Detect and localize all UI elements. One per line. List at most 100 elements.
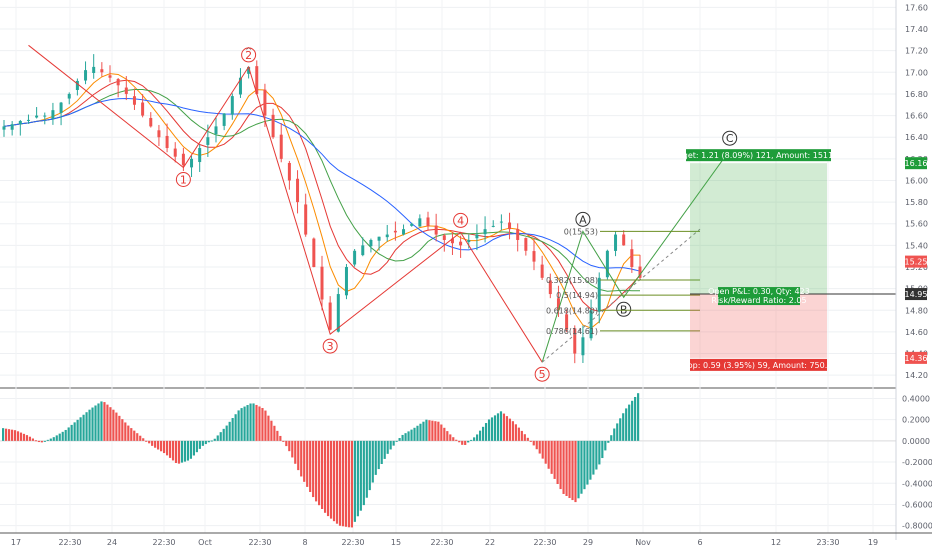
osc-bar [115, 412, 118, 441]
osc-bar [103, 402, 106, 441]
y-tick-label: 17.00 [905, 68, 928, 77]
osc-bar [434, 421, 437, 441]
x-tick-label: 8 [302, 538, 307, 547]
osc-bar [37, 440, 40, 443]
x-tick-label: 22:30 [341, 538, 364, 547]
stop-label: Stop: 0.59 (3.95%) 59, Amount: 750.43 [680, 361, 838, 370]
osc-bar [204, 440, 207, 445]
candle-body [597, 277, 601, 312]
osc-bar [574, 440, 577, 503]
osc-bar [40, 440, 43, 443]
candle-body [173, 148, 177, 157]
y-tick-label: 17.20 [905, 47, 928, 56]
target-label: Target: 1.21 (8.09%) 121, Amount: 1511.8… [670, 151, 846, 160]
osc-bar [583, 440, 586, 490]
osc-bar [628, 404, 631, 441]
osc-bar [341, 440, 345, 527]
osc-bar [174, 440, 178, 463]
osc-bar [338, 440, 342, 526]
osc-bar [398, 438, 401, 441]
wave-label: C [726, 132, 734, 145]
osc-bar [219, 432, 222, 441]
candle-body [238, 77, 242, 95]
osc-bar [416, 425, 419, 441]
candle-body [328, 302, 332, 330]
osc-bar [73, 422, 76, 441]
osc-bar [452, 437, 455, 441]
osc-bar [431, 420, 434, 441]
candle-body [255, 66, 259, 94]
candle-body [230, 96, 234, 115]
osc-bar [511, 421, 514, 441]
fib-level-label: 0.618(14.80) [546, 306, 598, 315]
osc-bar [631, 400, 634, 441]
osc-bar [183, 440, 187, 462]
osc-bar [145, 440, 148, 442]
osc-bar [177, 440, 181, 464]
candle-body [410, 223, 414, 226]
candle-body [369, 239, 373, 247]
osc-bar [473, 437, 476, 441]
osc-bar [571, 440, 574, 501]
osc-bar [490, 417, 494, 441]
osc-bar [243, 406, 246, 441]
wave-label-circle [616, 301, 632, 317]
osc-bar [622, 413, 625, 441]
osc-bar [318, 440, 321, 506]
candle-body [459, 241, 463, 246]
osc-bar [264, 410, 267, 441]
osc-y-tick-label: 0.4000 [902, 394, 930, 403]
osc-bar [479, 430, 482, 441]
wave-label-circle [322, 338, 338, 354]
x-tick-label: 23:30 [816, 538, 839, 547]
osc-y-tick-label: -0.4000 [902, 479, 932, 488]
osc-bar [344, 440, 348, 527]
y-tick-label: 16.00 [905, 176, 928, 185]
candle-body [361, 245, 365, 256]
osc-bar [231, 418, 234, 441]
osc-bar [210, 440, 213, 442]
osc-bar [329, 440, 333, 519]
osc-bar [61, 431, 64, 441]
osc-bar [616, 423, 619, 441]
osc-bar [365, 440, 368, 498]
x-tick-label: Nov [635, 538, 651, 547]
osc-bar [315, 440, 318, 502]
osc-bar [297, 440, 300, 471]
osc-bar [586, 440, 589, 485]
osc-bar [186, 440, 190, 461]
osc-bar [517, 427, 520, 441]
osc-bar [386, 440, 389, 454]
ma-line [3, 97, 641, 272]
target-label-box [686, 149, 831, 162]
osc-bar [13, 430, 17, 441]
candle-body [92, 66, 96, 73]
osc-bar [428, 420, 431, 441]
wave-label-circle [534, 366, 550, 382]
osc-bar [201, 440, 204, 446]
osc-bar [10, 429, 14, 441]
osc-bar [634, 396, 637, 441]
candle-body [622, 234, 626, 246]
osc-bar [76, 419, 79, 441]
candle-body [483, 229, 487, 235]
osc-bar [303, 440, 306, 482]
osc-bar [413, 427, 416, 441]
osc-bar [598, 440, 601, 465]
osc-bar [252, 403, 255, 441]
osc-bar [85, 412, 88, 441]
candles [2, 54, 642, 364]
wave-label: 1 [180, 173, 187, 186]
x-tick-label: 22:30 [152, 538, 175, 547]
fib-level-label: 0.382(15.08) [546, 276, 598, 285]
candle-body [426, 217, 430, 226]
osc-bar [31, 438, 34, 441]
osc-bar [565, 440, 568, 496]
osc-bar [520, 430, 523, 441]
osc-bar [312, 440, 315, 498]
osc-bar [52, 437, 55, 441]
osc-bar [523, 434, 526, 441]
candle-body [51, 110, 55, 119]
candle-body [581, 337, 585, 356]
osc-bar [43, 440, 46, 442]
